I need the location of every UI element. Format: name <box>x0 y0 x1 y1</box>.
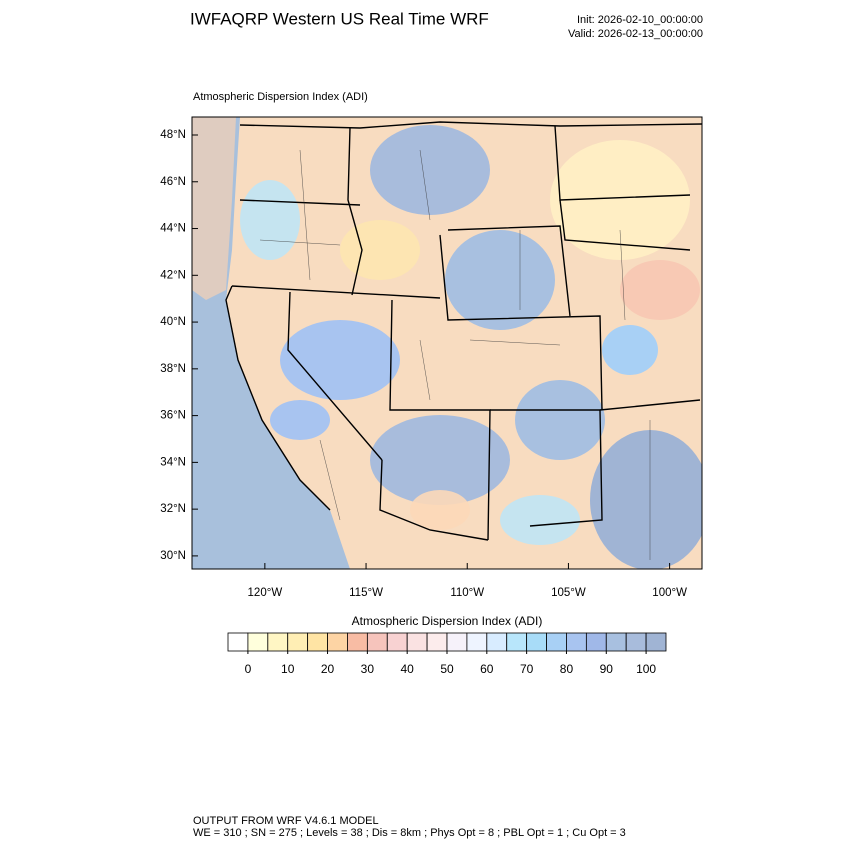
valid-time: Valid: 2026-02-13_00:00:00 <box>568 28 703 40</box>
colorbar-box <box>406 632 428 652</box>
colorbar-box <box>566 632 587 652</box>
colorbar-box <box>227 632 249 652</box>
lat-tick-label: 36°N <box>160 410 186 422</box>
colorbar-box <box>645 632 667 652</box>
lat-tick-label: 32°N <box>160 503 186 515</box>
lon-tick-label: 120°W <box>248 587 283 599</box>
init-time: Init: 2026-02-10_00:00:00 <box>577 14 703 26</box>
colorbar-label: 0 <box>245 662 252 676</box>
lat-tick-label: 46°N <box>160 176 186 188</box>
colorbar-box <box>366 632 388 652</box>
colorbar-box <box>625 632 647 652</box>
colorbar-box <box>546 632 567 652</box>
title: IWFAQRP Western US Real Time WRF <box>190 9 489 28</box>
lon-tick-label: 105°W <box>551 587 586 599</box>
lat-tick-label: 42°N <box>160 269 186 281</box>
colorbar-box <box>426 632 448 652</box>
colorbar-label: 20 <box>321 662 335 676</box>
colorbar-label: 10 <box>281 662 295 676</box>
colorbar-box <box>347 632 368 652</box>
map-frame <box>191 116 703 570</box>
colorbar-box <box>466 632 488 652</box>
colorbar-box <box>247 632 269 652</box>
lat-tick-label: 30°N <box>160 550 186 562</box>
lon-tick-label: 115°W <box>349 587 383 599</box>
colorbar-box <box>585 632 607 652</box>
colorbar-box <box>526 632 547 652</box>
map-field <box>192 117 702 569</box>
colorbar-box <box>267 632 289 652</box>
lat-tick-label: 40°N <box>160 316 186 328</box>
lon-tick-label: 110°W <box>450 587 484 599</box>
colorbar-box <box>327 632 348 652</box>
lat-tick-label: 34°N <box>160 456 186 468</box>
colorbar-box <box>506 632 528 652</box>
lat-tick-label: 44°N <box>160 223 186 235</box>
colorbar-box <box>605 632 627 652</box>
colorbar-label: 80 <box>560 662 574 676</box>
colorbar-label: 90 <box>600 662 614 676</box>
footer-line: OUTPUT FROM WRF V4.6.1 MODEL <box>193 815 379 827</box>
colorbar-box <box>386 632 408 652</box>
colorbar-box <box>287 632 309 652</box>
colorbar-label: 100 <box>636 662 656 676</box>
colorbar-box <box>307 632 328 652</box>
colorbar-title: Atmospheric Dispersion Index (ADI) <box>352 614 543 628</box>
colorbar-box <box>446 632 468 652</box>
colorbar-box <box>486 632 508 652</box>
footer-line: WE = 310 ; SN = 275 ; Levels = 38 ; Dis … <box>193 827 626 839</box>
colorbar-label: 70 <box>520 662 534 676</box>
colorbar-label: 60 <box>480 662 494 676</box>
map-title: Atmospheric Dispersion Index (ADI) <box>193 91 368 103</box>
colorbar-label: 30 <box>361 662 375 676</box>
colorbar-label: 40 <box>401 662 415 676</box>
lat-tick-label: 38°N <box>160 363 186 375</box>
lon-tick-label: 100°W <box>652 587 687 599</box>
lat-tick-label: 48°N <box>160 129 186 141</box>
colorbar-label: 50 <box>440 662 454 676</box>
